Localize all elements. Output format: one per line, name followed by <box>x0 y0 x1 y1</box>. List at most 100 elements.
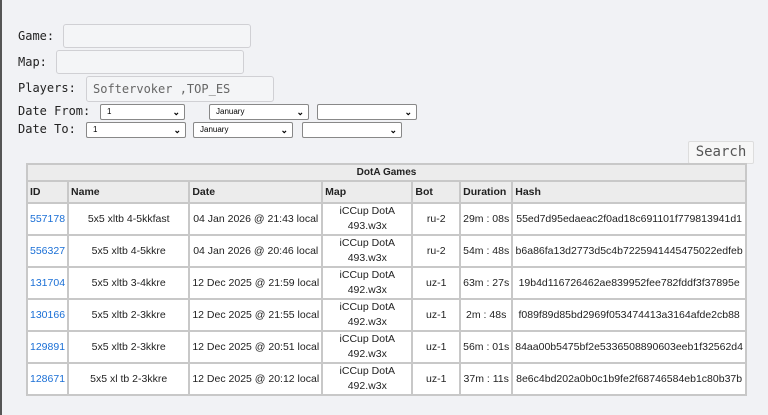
hash-cell: 19b4d116726462ae839952fee782fddf3f37895e <box>511 266 747 300</box>
game-label: Game: <box>18 29 55 43</box>
column-header-map: Map <box>321 180 414 204</box>
id-cell: 557178 <box>25 202 70 236</box>
search-button[interactable]: Search <box>688 141 754 164</box>
hash-cell: 55ed7d95edaeac2f0ad18c691101f779813941d1 <box>511 202 747 236</box>
chevron-down-icon: ⌄ <box>280 125 288 135</box>
name-cell: 5x5 xltb 2-3kkre <box>67 298 191 332</box>
map-cell: iCCup DotA 492.w3x <box>321 266 414 300</box>
column-header-name: Name <box>67 180 191 204</box>
duration-cell: 37m : 11s <box>459 362 514 396</box>
players-label: Players: <box>18 81 76 95</box>
table-row: 128671 5x5 xl tb 2-3kkre 12 Dec 2025 @ 20:… <box>25 362 747 396</box>
column-header-hash: Hash <box>511 180 747 204</box>
date-to-label: Date To: <box>18 122 76 136</box>
map-file: 493.w3x <box>347 252 387 264</box>
map-label: Map: <box>18 55 47 69</box>
map-name: iCCup DotA <box>339 205 395 217</box>
id-cell: 129891 <box>25 330 70 364</box>
date-cell: 04 Jan 2026 @ 20:46 local <box>188 234 324 268</box>
duration-cell: 29m : 08s <box>459 202 514 236</box>
name-cell: 5x5 xltb 3-4kkre <box>67 266 191 300</box>
map-cell: iCCup DotA 492.w3x <box>321 362 414 396</box>
game-id-link[interactable]: 130166 <box>30 309 66 321</box>
date-from-month-select[interactable]: January ⌄ <box>209 104 309 120</box>
name-cell: 5x5 xltb 2-3kkre <box>67 330 191 364</box>
table-title: DotA Games <box>26 163 747 182</box>
date-to-month-select[interactable]: January ⌄ <box>193 122 293 138</box>
map-cell: iCCup DotA 493.w3x <box>321 202 414 236</box>
bot-cell: uz-1 <box>411 266 462 300</box>
chevron-down-icon: ⌄ <box>296 107 304 117</box>
bot-cell: ru-2 <box>411 234 462 268</box>
bot-cell: uz-1 <box>411 298 462 332</box>
map-file: 492.w3x <box>347 316 387 328</box>
map-cell: iCCup DotA 492.w3x <box>321 298 414 332</box>
date-from-year-select[interactable]: ⌄ <box>317 104 417 120</box>
chevron-down-icon: ⌄ <box>172 107 180 117</box>
table-row: 131704 5x5 xltb 3-4kkre 12 Dec 2025 @ 21:5… <box>25 266 747 300</box>
table-row: 129891 5x5 xltb 2-3kkre 12 Dec 2025 @ 20:5… <box>25 330 747 364</box>
selected-value: 1 <box>93 125 98 134</box>
column-header-date: Date <box>188 180 324 204</box>
table-row: 557178 5x5 xltb 4-5kkfast 04 Jan 2026 @ 21… <box>25 202 747 236</box>
map-input[interactable] <box>56 50 244 74</box>
map-file: 492.w3x <box>347 380 387 392</box>
map-file: 492.w3x <box>347 284 387 296</box>
map-file: 492.w3x <box>347 348 387 360</box>
chevron-down-icon: ⌄ <box>173 125 181 135</box>
date-cell: 12 Dec 2025 @ 20:51 local <box>188 330 324 364</box>
hash-cell: 84aa00b5475bf2e5336508890603eeb1f32562d4 <box>511 330 747 364</box>
selected-value: January <box>200 125 229 134</box>
bot-cell: ru-2 <box>411 202 462 236</box>
column-header-bot: Bot <box>411 180 462 204</box>
date-from-day-select[interactable]: 1 ⌄ <box>100 104 185 120</box>
date-cell: 12 Dec 2025 @ 20:12 local <box>188 362 324 396</box>
column-header-id: ID <box>25 180 70 204</box>
date-cell: 12 Dec 2025 @ 21:55 local <box>188 298 324 332</box>
chevron-down-icon: ⌄ <box>404 107 412 117</box>
name-cell: 5x5 xl tb 2-3kkre <box>67 362 191 396</box>
map-name: iCCup DotA <box>339 237 395 249</box>
date-to-day-select[interactable]: 1 ⌄ <box>86 122 186 138</box>
date-cell: 04 Jan 2026 @ 21:43 local <box>188 202 324 236</box>
players-input[interactable]: Softervoker ,TOP_ES <box>86 76 274 102</box>
hash-cell: b6a86fa13d2773d5c4b7225941445475022edfeb <box>511 234 747 268</box>
column-header-duration: Duration <box>459 180 514 204</box>
hash-cell: 8e6c4bd202a0b0c1b9fe2f68746584eb1c80b37b <box>511 362 747 396</box>
map-file: 493.w3x <box>347 220 387 232</box>
game-id-link[interactable]: 128671 <box>30 373 66 385</box>
map-name: iCCup DotA <box>339 333 395 345</box>
table-row: 130166 5x5 xltb 2-3kkre 12 Dec 2025 @ 21:5… <box>25 298 747 332</box>
selected-value: 1 <box>107 107 112 116</box>
map-name: iCCup DotA <box>339 301 395 313</box>
id-cell: 128671 <box>25 362 70 396</box>
game-id-link[interactable]: 129891 <box>30 341 66 353</box>
map-cell: iCCup DotA 493.w3x <box>321 234 414 268</box>
bot-cell: uz-1 <box>411 362 462 396</box>
table-row: 556327 5x5 xltb 4-5kkre 04 Jan 2026 @ 20:4… <box>25 234 747 268</box>
duration-cell: 63m : 27s <box>459 266 514 300</box>
id-cell: 556327 <box>25 234 70 268</box>
map-cell: iCCup DotA 492.w3x <box>321 330 414 364</box>
date-cell: 12 Dec 2025 @ 21:59 local <box>188 266 324 300</box>
games-table: DotA Games ID Name Date Map Bot Duration Hash … <box>25 163 747 396</box>
selected-value: January <box>216 107 245 116</box>
date-from-label: Date From: <box>18 104 91 118</box>
duration-cell: 54m : 48s <box>459 234 514 268</box>
game-input[interactable] <box>63 24 251 48</box>
chevron-down-icon: ⌄ <box>389 125 397 135</box>
duration-cell: 2m : 48s <box>459 298 514 332</box>
id-cell: 131704 <box>25 266 70 300</box>
id-cell: 130166 <box>25 298 70 332</box>
map-name: iCCup DotA <box>339 365 395 377</box>
date-to-year-select[interactable]: ⌄ <box>302 122 402 138</box>
duration-cell: 56m : 01s <box>459 330 514 364</box>
hash-cell: f089f89d85bd2969f053474413a3164afde2cb88 <box>511 298 747 332</box>
bot-cell: uz-1 <box>411 330 462 364</box>
map-name: iCCup DotA <box>339 269 395 281</box>
game-id-link[interactable]: 557178 <box>30 213 66 225</box>
name-cell: 5x5 xltb 4-5kkre <box>67 234 191 268</box>
game-id-link[interactable]: 556327 <box>30 245 66 257</box>
game-id-link[interactable]: 131704 <box>30 277 66 289</box>
name-cell: 5x5 xltb 4-5kkfast <box>67 202 191 236</box>
